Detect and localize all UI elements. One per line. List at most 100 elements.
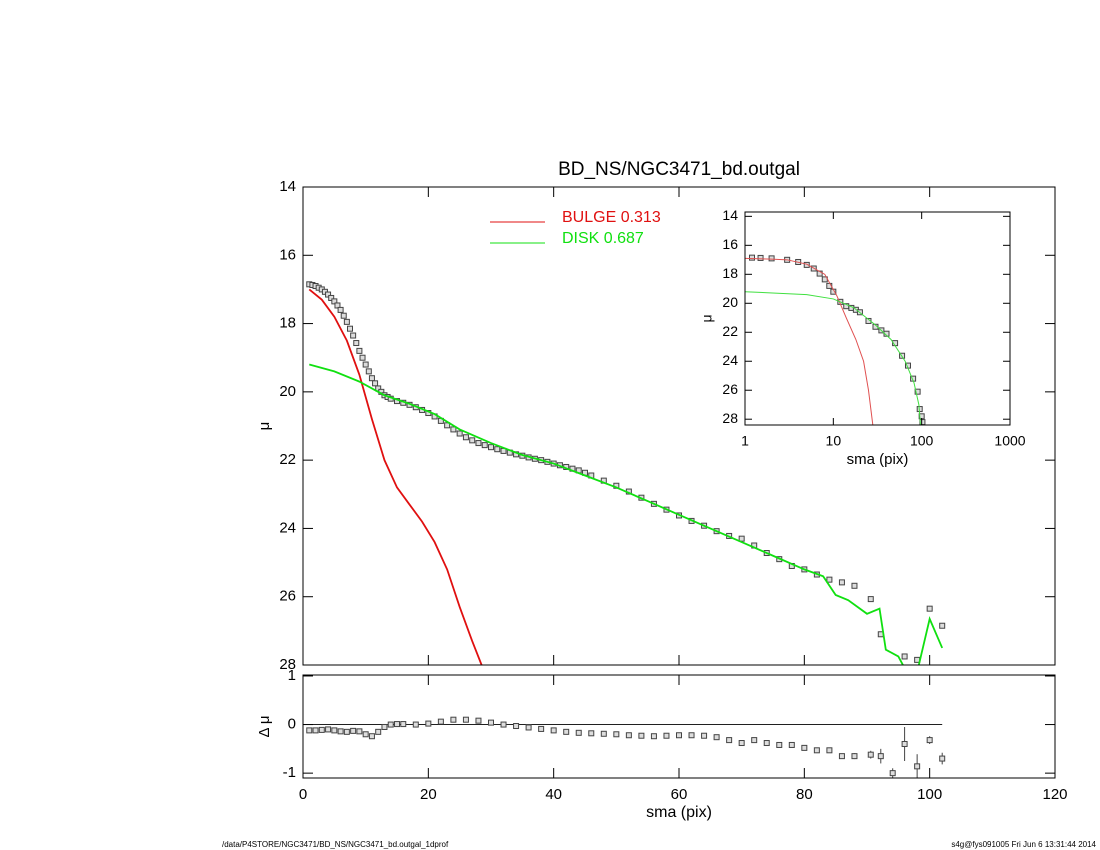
data-point [883,330,890,337]
data-point [926,737,933,744]
data-point [334,302,341,309]
y-tick-label: 14 [279,178,296,195]
data-point [726,737,733,744]
plot-area [745,254,926,425]
data-point [713,734,720,741]
data-point [650,733,657,740]
data-point [337,728,344,735]
data-point [488,444,494,451]
data-point [425,720,432,727]
data-point [914,388,921,395]
data-point [375,728,382,735]
data-point [450,426,457,433]
chart-title: BD_NS/NGC3471_bd.outgal [558,159,800,180]
x-tick-label: 100 [917,786,942,803]
panel: 14 16 18 20 22 24 26 28 BULGE 0.313 DISK 0.687 BD_… [256,159,1056,673]
data-point [939,622,946,629]
data-point [776,741,783,748]
plot-area [303,716,946,778]
data-point [365,368,372,375]
x-tick-label: 1000 [994,433,1025,449]
data-point [901,740,908,747]
data-point [663,732,670,739]
data-point [838,579,845,586]
data-point [801,744,808,751]
data-point [851,753,858,760]
data-point [412,721,419,728]
data-point [343,318,350,325]
data-point [550,727,557,734]
data-point [926,605,933,612]
y-tick-label: 16 [279,246,296,263]
data-point [437,718,444,725]
data-point [325,726,332,733]
data-point [312,727,319,734]
y-tick-label: 22 [279,451,296,468]
panel: 1 10 100 1000 14 16 18 20 22 24 26 28 sma (pix) μ [699,207,1026,468]
y-tick-label: 28 [279,656,296,673]
data-point [688,732,695,739]
data-point [768,255,775,262]
data-point [763,740,770,747]
data-point [444,422,451,429]
data-point [462,434,469,441]
data-point [525,724,532,731]
y-tick-label: -1 [283,764,296,781]
x-axis-label: sma (pix) [847,451,909,468]
data-point [400,721,407,728]
data-point [563,728,570,735]
data-point [877,753,884,760]
x-tick-label: 80 [796,786,813,803]
x-tick-label: 120 [1042,786,1067,803]
data-point [356,728,363,735]
data-point [350,727,357,734]
data-point [368,375,375,382]
y-tick-label: 0 [288,716,296,733]
y-tick-label: 16 [722,236,738,252]
data-point [889,770,896,777]
data-point [600,730,607,737]
data-point [337,306,344,313]
y-tick-label: 18 [722,265,738,281]
data-point [748,254,755,261]
frame [744,211,1011,426]
data-point [362,361,369,368]
data-point [867,751,874,758]
data-point [914,763,921,770]
x-tick-label: 100 [910,433,934,449]
data-point [318,726,325,733]
data-point [306,727,313,734]
data-point [462,716,469,723]
profile-line [745,291,921,425]
data-point [867,596,874,603]
x-tick-label: 1 [741,433,749,449]
data-point [500,721,507,728]
data-point [803,261,810,268]
data-point [538,725,545,732]
plot-area [306,281,946,665]
data-point [343,728,350,735]
data-point [813,747,820,754]
y-tick-label: 22 [722,323,738,339]
x-axis-label: sma (pix) [646,804,712,821]
y-tick-label: 20 [279,383,296,400]
legend-label: DISK 0.687 [562,230,644,247]
data-point [331,298,338,305]
data-point [359,354,366,361]
data-point [738,740,745,747]
data-point [751,737,758,744]
data-point [340,312,347,319]
data-point [513,723,520,730]
data-point [469,437,476,444]
y-tick-label: 1 [288,667,296,684]
profile-line [309,363,944,665]
y-tick-label: 26 [279,588,296,605]
footer-right: s4g@fys091005 Fri Jun 6 13:31:44 2014 [951,840,1096,849]
data-point [387,721,394,728]
data-point [450,716,457,723]
data-point [488,719,494,726]
data-point [625,732,632,739]
data-point [826,747,833,754]
